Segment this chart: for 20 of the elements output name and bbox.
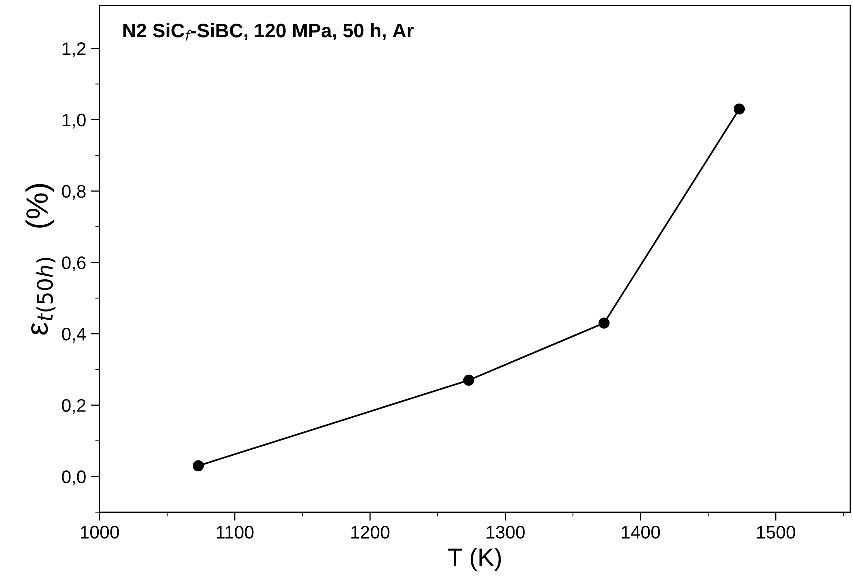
x-tick-label: 1500 <box>757 526 796 539</box>
point <box>734 104 746 115</box>
point <box>192 460 204 472</box>
y-tick-label: 0,6 <box>62 256 86 272</box>
x-tick-label: 1300 <box>486 526 525 539</box>
annotation: N2 SiC$_{f}$-SiBC, 120 MPa, 50 h, Ar <box>124 23 414 41</box>
x-axis-title: T (K) <box>448 548 502 572</box>
y-tick-label: 1,2 <box>62 42 86 58</box>
point <box>463 374 475 386</box>
y-tick-label: 0,8 <box>62 185 86 200</box>
x-tick-label: 1000 <box>81 526 120 539</box>
y-tick-label: 0,2 <box>62 399 86 414</box>
y-tick-label: 0,4 <box>62 328 86 343</box>
y-tick-label: 0,0 <box>62 470 86 486</box>
y-tick-label: 1,0 <box>62 114 86 129</box>
x-tick-label: 1400 <box>622 526 660 539</box>
x-tick-label: 1100 <box>217 526 254 539</box>
text: ε$_{t(50h)}$ (%) <box>26 184 56 335</box>
x-tick-label: 1200 <box>352 526 390 539</box>
point <box>598 318 610 329</box>
